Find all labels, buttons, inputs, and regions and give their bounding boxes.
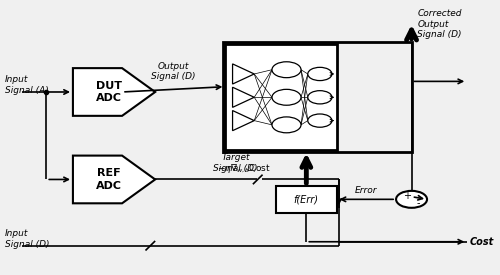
Text: DUT
ADC: DUT ADC <box>96 81 122 103</box>
Text: f(Err): f(Err) <box>294 194 319 204</box>
Circle shape <box>272 117 301 133</box>
Text: Output
Signal (D): Output Signal (D) <box>152 62 196 81</box>
Bar <box>226 44 336 150</box>
Bar <box>276 186 336 213</box>
Text: -: - <box>417 198 420 208</box>
Circle shape <box>308 91 332 104</box>
Polygon shape <box>232 64 254 84</box>
Text: REF
ADC: REF ADC <box>96 168 122 191</box>
Polygon shape <box>232 111 254 131</box>
Circle shape <box>272 62 301 78</box>
Text: $-\eta\nabla_{w,b}$Cost: $-\eta\nabla_{w,b}$Cost <box>218 162 272 175</box>
Text: Cost: Cost <box>470 237 494 247</box>
Text: Corrected
Output
Signal (D): Corrected Output Signal (D) <box>418 9 462 39</box>
Text: +: + <box>403 191 411 201</box>
Bar <box>223 42 412 152</box>
Circle shape <box>396 191 427 208</box>
Circle shape <box>308 114 332 127</box>
Text: Target
Signal (D): Target Signal (D) <box>213 153 258 173</box>
Text: Input
Signal (A): Input Signal (A) <box>5 75 49 95</box>
Circle shape <box>308 67 332 81</box>
Polygon shape <box>232 87 254 107</box>
Polygon shape <box>73 156 155 203</box>
Polygon shape <box>73 68 155 116</box>
Circle shape <box>272 89 301 105</box>
Text: Input
Signal (D): Input Signal (D) <box>5 229 50 249</box>
Text: Error: Error <box>355 186 378 195</box>
